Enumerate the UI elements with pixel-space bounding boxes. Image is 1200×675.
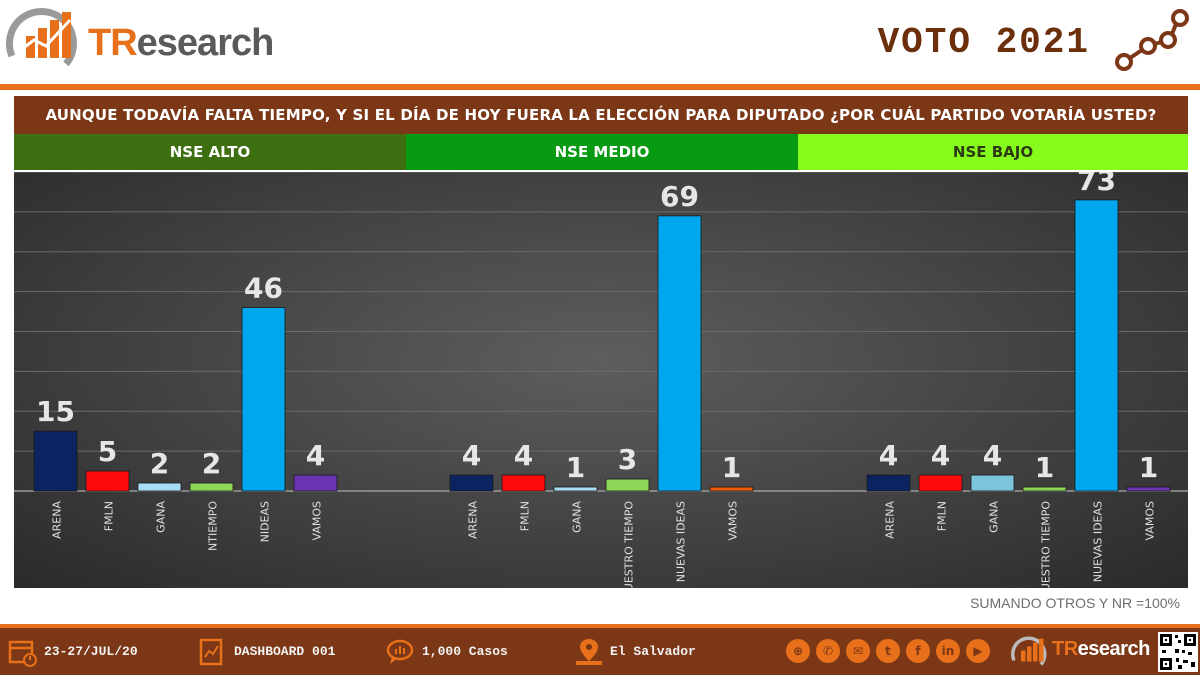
category-label: VAMOS <box>727 501 740 540</box>
category-label: NUESTRO TIEMPO <box>623 501 636 588</box>
bar <box>1126 486 1171 492</box>
category-label: NIDEAS <box>259 501 272 542</box>
qr-code-icon <box>1158 632 1198 672</box>
footer-dashboard: DASHBOARD 001 <box>198 628 335 675</box>
category-label: VAMOS <box>311 501 324 540</box>
facebook-icon[interactable]: f <box>906 639 930 663</box>
dashboard-icon <box>199 638 223 665</box>
category-label: NUESTRO TIEMPO <box>1040 501 1053 588</box>
bar <box>1074 199 1119 492</box>
bar <box>33 430 78 492</box>
footer-date-text: 23-27/JUL/20 <box>44 644 138 659</box>
calendar-icon <box>8 640 37 667</box>
brand-name: TResearch <box>88 22 274 64</box>
data-label: 5 <box>98 435 117 468</box>
bar <box>1022 486 1067 492</box>
category-label: GANA <box>988 501 1001 533</box>
data-label: 73 <box>1077 172 1116 197</box>
category-label: ARENA <box>467 501 480 539</box>
segment-header-medio: NSE MEDIO <box>406 134 798 170</box>
data-label: 3 <box>618 443 637 476</box>
data-label: 4 <box>983 439 1002 472</box>
phone-icon[interactable]: ✆ <box>816 639 840 663</box>
speech-bubble-icon <box>386 639 414 664</box>
tresearch-logo-icon <box>5 8 77 67</box>
bar <box>241 307 286 492</box>
category-label: VAMOS <box>1144 501 1157 540</box>
bar <box>501 474 546 492</box>
bar <box>970 474 1015 492</box>
bar <box>866 474 911 492</box>
data-label: 69 <box>660 180 699 213</box>
globe-icon[interactable]: ⊕ <box>786 639 810 663</box>
tresearch-footer-logo-icon <box>1010 636 1047 666</box>
category-label: FMLN <box>936 501 949 531</box>
data-label: 46 <box>244 272 283 305</box>
mail-icon[interactable]: ✉ <box>846 639 870 663</box>
footer-location: El Salvador <box>574 628 696 675</box>
category-label: FMLN <box>103 501 116 531</box>
bar <box>85 470 130 492</box>
data-label: 1 <box>1035 451 1054 484</box>
category-label: NUEVAS IDEAS <box>1092 501 1105 582</box>
data-label: 15 <box>36 395 75 428</box>
category-label: FMLN <box>519 501 532 531</box>
bar <box>189 482 234 492</box>
category-label: GANA <box>155 501 168 533</box>
location-pin-icon <box>576 638 602 665</box>
header-divider <box>0 84 1200 90</box>
twitter-icon[interactable]: t <box>876 639 900 663</box>
segment-header-alto: NSE ALTO <box>14 134 406 170</box>
header: TResearch VOTO 2021 <box>0 0 1200 84</box>
data-label: 4 <box>306 439 325 472</box>
category-label: GANA <box>571 501 584 533</box>
data-label: 4 <box>879 439 898 472</box>
bar <box>918 474 963 492</box>
bar <box>449 474 494 492</box>
chain-nodes-icon <box>1115 9 1189 71</box>
data-label: 4 <box>931 439 950 472</box>
chart-panel <box>14 172 1188 588</box>
linkedin-icon[interactable]: in <box>936 639 960 663</box>
bar <box>605 478 650 492</box>
footer: 23-27/JUL/20 DASHBOARD 001 1,000 Casos E… <box>0 628 1200 675</box>
bar <box>137 482 182 492</box>
question-text: AUNQUE TODAVÍA FALTA TIEMPO, Y SI EL DÍA… <box>45 106 1157 124</box>
data-label: 1 <box>1139 451 1158 484</box>
bar <box>657 215 702 492</box>
data-label: 1 <box>566 451 585 484</box>
youtube-icon[interactable]: ▶ <box>966 639 990 663</box>
category-label: NUEVAS IDEAS <box>675 501 688 582</box>
bar <box>709 486 754 492</box>
footer-dashboard-text: DASHBOARD 001 <box>234 644 336 659</box>
data-label: 2 <box>202 447 221 480</box>
data-label: 4 <box>514 439 533 472</box>
footer-cases: 1,000 Casos <box>386 628 508 675</box>
footer-brand-name: TResearch <box>1052 638 1150 660</box>
question-banner: AUNQUE TODAVÍA FALTA TIEMPO, Y SI EL DÍA… <box>14 96 1188 134</box>
footer-location-text: El Salvador <box>610 644 696 659</box>
footer-cases-text: 1,000 Casos <box>422 644 508 659</box>
category-label: ARENA <box>884 501 897 539</box>
data-label: 1 <box>722 451 741 484</box>
segment-header-bajo: NSE BAJO <box>798 134 1188 170</box>
bar <box>293 474 338 492</box>
data-label: 2 <box>150 447 169 480</box>
category-label: NTIEMPO <box>207 501 220 551</box>
data-label: 4 <box>462 439 481 472</box>
category-label: ARENA <box>51 501 64 539</box>
page-title: VOTO 2021 <box>877 22 1090 63</box>
footer-divider <box>0 624 1200 628</box>
bar <box>553 486 598 492</box>
bar-chart: 15 ARENA 5 FMLN 2 GANA 2 NTIEMPO 46 NIDEAS 4 VAMOS 4… <box>14 172 1188 588</box>
footer-date: 23-27/JUL/20 <box>8 628 138 675</box>
footnote: SUMANDO OTROS Y NR =100% <box>970 595 1180 611</box>
